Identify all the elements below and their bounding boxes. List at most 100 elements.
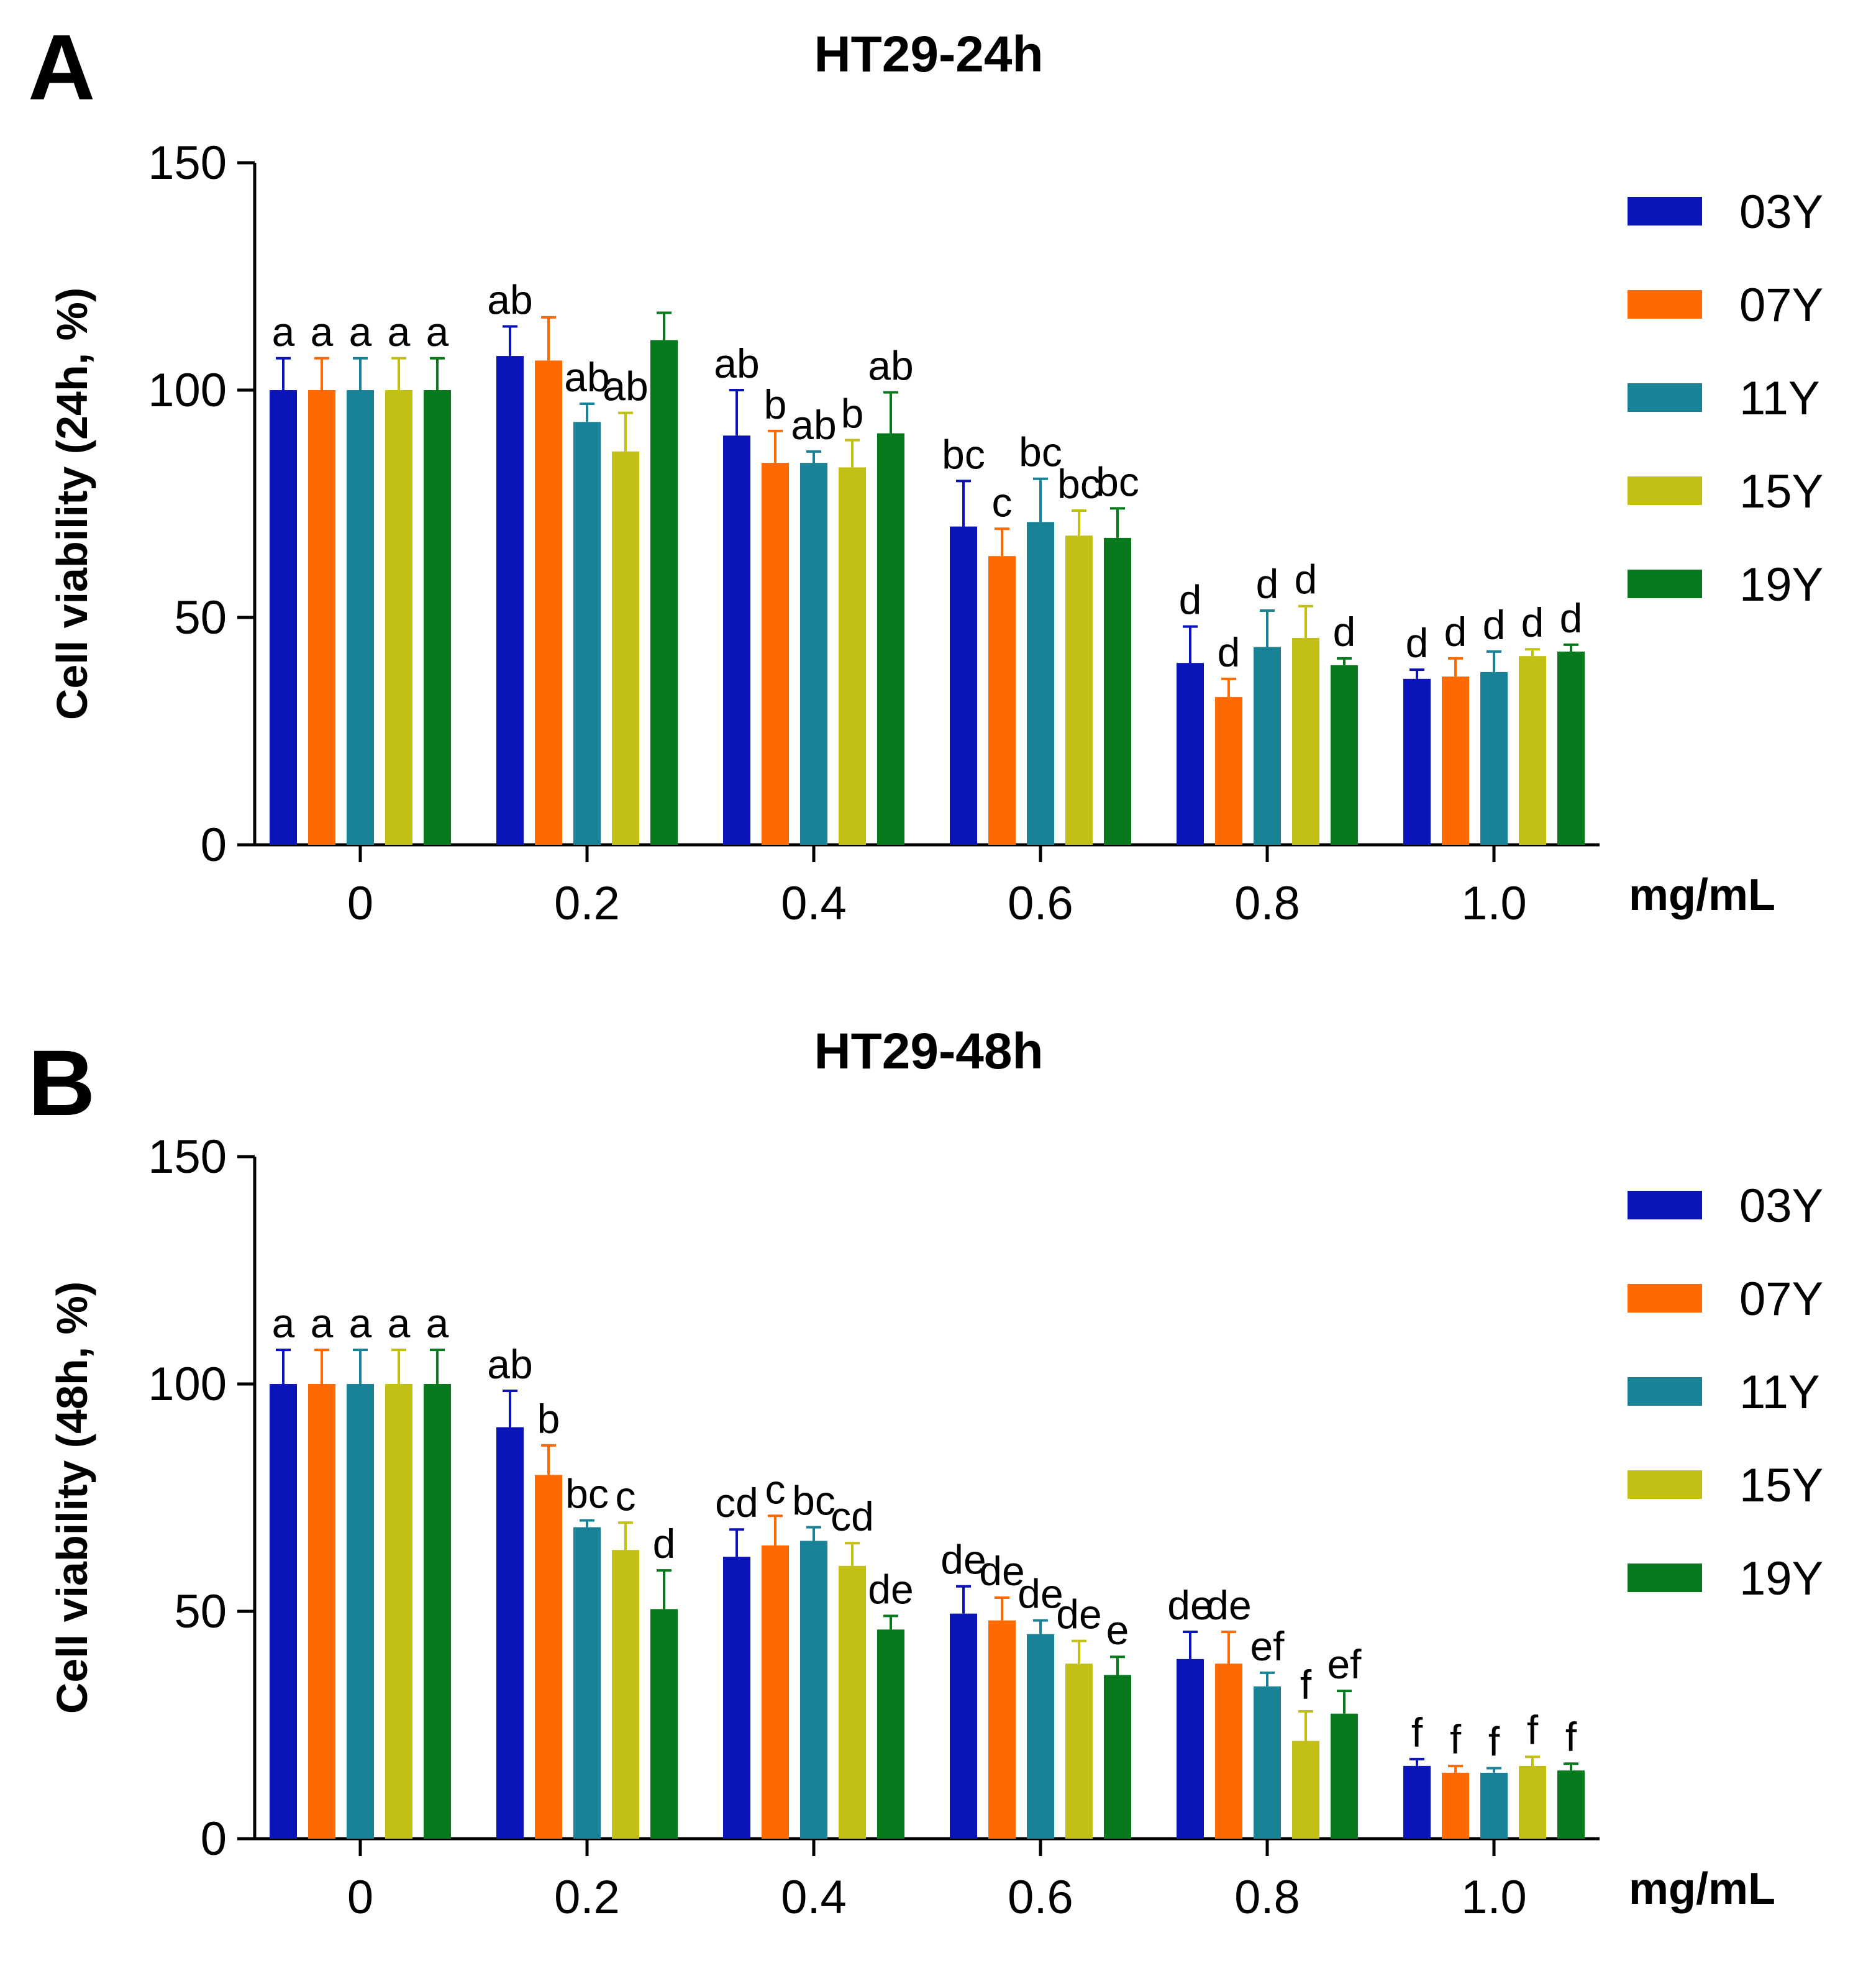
y-axis-label: Cell viability (48h, %) bbox=[48, 1281, 96, 1714]
x-tick-label: 0.6 bbox=[1008, 1871, 1073, 1924]
bar-19y bbox=[1331, 1713, 1358, 1839]
significance-label: d bbox=[653, 1521, 676, 1567]
x-tick-label: 0 bbox=[347, 877, 373, 930]
y-tick-label: 50 bbox=[174, 1585, 227, 1638]
y-tick-label: 100 bbox=[148, 364, 227, 417]
legend-label: 03Y bbox=[1739, 1180, 1823, 1232]
x-tick-label: 0.4 bbox=[781, 877, 847, 930]
bar-11y bbox=[347, 1384, 374, 1839]
x-tick-label: 0.8 bbox=[1234, 877, 1300, 930]
bar-11y bbox=[800, 463, 827, 845]
significance-label: b bbox=[764, 381, 787, 427]
significance-label: b bbox=[841, 391, 864, 437]
legend-swatch-07y bbox=[1628, 290, 1702, 319]
significance-label: de bbox=[979, 1548, 1024, 1594]
bar-07y bbox=[308, 1384, 335, 1839]
x-tick-label: 0.8 bbox=[1234, 1871, 1300, 1924]
bar-19y bbox=[650, 340, 678, 845]
significance-label: d bbox=[1179, 577, 1202, 623]
legend-swatch-03y bbox=[1628, 197, 1702, 225]
significance-label: a bbox=[388, 309, 411, 355]
bar-07y bbox=[762, 463, 789, 845]
bar-15y bbox=[839, 467, 866, 845]
bar-15y bbox=[839, 1565, 866, 1839]
bar-15y bbox=[612, 451, 639, 845]
significance-label: ab bbox=[487, 1341, 532, 1387]
bar-03y bbox=[1177, 1659, 1204, 1839]
bar-11y bbox=[1027, 522, 1054, 845]
bar-11y bbox=[1254, 647, 1281, 845]
significance-label: d bbox=[1256, 561, 1279, 607]
legend-label: 15Y bbox=[1739, 1459, 1823, 1512]
significance-label: c bbox=[765, 1466, 786, 1512]
x-tick-label: 0.4 bbox=[781, 1871, 847, 1924]
significance-label: de bbox=[940, 1537, 986, 1583]
significance-label: c bbox=[616, 1473, 636, 1519]
significance-label: de bbox=[868, 1566, 913, 1612]
legend-label: 11Y bbox=[1739, 1366, 1820, 1419]
legend-label: 03Y bbox=[1739, 186, 1823, 239]
significance-label: f bbox=[1527, 1707, 1539, 1753]
x-unit-label: mg/mL bbox=[1629, 870, 1775, 920]
significance-label: d bbox=[1406, 620, 1429, 666]
y-tick-label: 0 bbox=[201, 1813, 227, 1865]
legend-label: 07Y bbox=[1739, 279, 1823, 332]
bar-15y bbox=[1065, 535, 1093, 845]
significance-label: cd bbox=[715, 1480, 758, 1526]
bar-07y bbox=[1215, 1664, 1242, 1839]
x-tick-label: 0.2 bbox=[554, 877, 620, 930]
bar-03y bbox=[496, 1427, 524, 1839]
bar-11y bbox=[1480, 671, 1508, 845]
significance-label: ab bbox=[603, 363, 648, 409]
legend-label: 19Y bbox=[1739, 558, 1823, 611]
significance-label: ab bbox=[487, 277, 532, 323]
legend-swatch-19y bbox=[1628, 570, 1702, 598]
significance-label: d bbox=[1521, 599, 1544, 645]
y-tick-label: 150 bbox=[148, 1131, 227, 1183]
significance-label: de bbox=[1167, 1582, 1213, 1628]
significance-label: a bbox=[311, 309, 334, 355]
bar-11y bbox=[1480, 1772, 1508, 1839]
significance-label: de bbox=[1206, 1582, 1251, 1628]
legend-swatch-15y bbox=[1628, 476, 1702, 505]
significance-label: d bbox=[1333, 609, 1356, 655]
bar-07y bbox=[535, 1475, 562, 1839]
bar-15y bbox=[1292, 637, 1319, 845]
bar-03y bbox=[1177, 663, 1204, 845]
x-tick-label: 1.0 bbox=[1461, 1871, 1527, 1924]
bar-19y bbox=[877, 1629, 904, 1839]
legend-swatch-07y bbox=[1628, 1284, 1702, 1313]
bar-19y bbox=[650, 1609, 678, 1839]
significance-label: d bbox=[1218, 629, 1241, 675]
bar-19y bbox=[877, 433, 904, 845]
bar-15y bbox=[1065, 1664, 1093, 1839]
significance-label: ef bbox=[1327, 1641, 1362, 1687]
bar-03y bbox=[270, 390, 297, 845]
bar-15y bbox=[1519, 656, 1546, 845]
bar-11y bbox=[1027, 1634, 1054, 1839]
significance-label: ab bbox=[564, 354, 609, 400]
bar-11y bbox=[347, 390, 374, 845]
significance-label: bc bbox=[1096, 458, 1139, 504]
legend-label: 15Y bbox=[1739, 465, 1823, 518]
bar-07y bbox=[1442, 1772, 1469, 1839]
bar-03y bbox=[950, 526, 977, 845]
bar-03y bbox=[723, 1557, 750, 1839]
x-tick-label: 0 bbox=[347, 1871, 373, 1924]
bar-15y bbox=[1292, 1741, 1319, 1839]
significance-label: a bbox=[426, 1300, 449, 1346]
significance-label: b bbox=[537, 1396, 560, 1442]
bar-07y bbox=[762, 1545, 789, 1839]
x-tick-label: 0.2 bbox=[554, 1871, 620, 1924]
y-tick-label: 100 bbox=[148, 1358, 227, 1411]
significance-label: f bbox=[1565, 1714, 1577, 1760]
bar-19y bbox=[1104, 1675, 1131, 1839]
bar-19y bbox=[424, 1384, 451, 1839]
y-tick-label: 150 bbox=[148, 137, 227, 189]
bar-15y bbox=[1519, 1765, 1546, 1839]
significance-label: d bbox=[1295, 557, 1318, 603]
significance-label: a bbox=[388, 1300, 411, 1346]
chart-title: HT29-24h bbox=[814, 26, 1043, 83]
legend-label: 07Y bbox=[1739, 1273, 1823, 1326]
